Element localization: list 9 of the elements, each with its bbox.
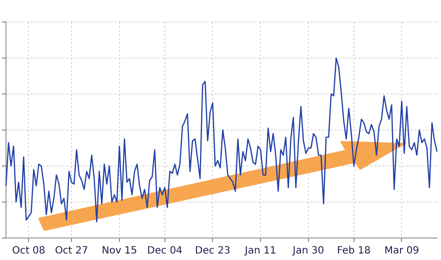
x-tick-label: Nov 15 (102, 246, 138, 257)
x-tick-label: Jan 11 (244, 246, 276, 257)
x-tick-label: Mar 09 (384, 246, 420, 257)
x-tick-label: Jan 30 (292, 246, 324, 257)
x-tick-label: Feb 18 (337, 246, 371, 257)
x-tick-label: Dec 04 (147, 246, 182, 257)
x-tick-label: Oct 27 (54, 246, 88, 257)
x-tick-label: Dec 23 (195, 246, 230, 257)
x-tick-label: Oct 08 (12, 246, 46, 257)
